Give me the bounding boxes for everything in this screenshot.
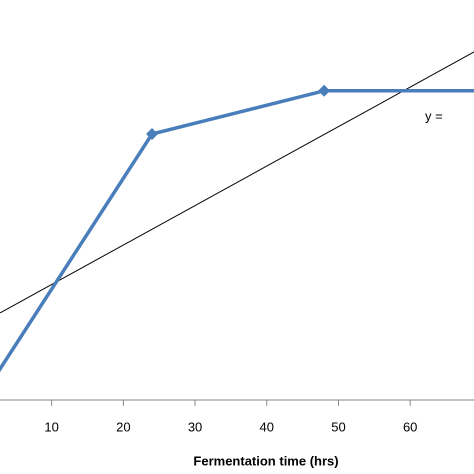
x-tick-label: 40 [260,419,274,434]
trendline [0,51,474,314]
x-tick-label: 60 [403,419,417,434]
trendline-equation: y = [425,108,443,123]
data-point [146,128,159,140]
x-tick-label: 30 [188,419,202,434]
series-line [0,89,474,373]
x-tick-label: 50 [331,419,345,434]
x-tick-label: 20 [116,419,130,434]
x-tick-label: 10 [44,419,58,434]
x-axis-title: Fermentation time (hrs) [193,453,338,468]
data-point [318,84,331,97]
